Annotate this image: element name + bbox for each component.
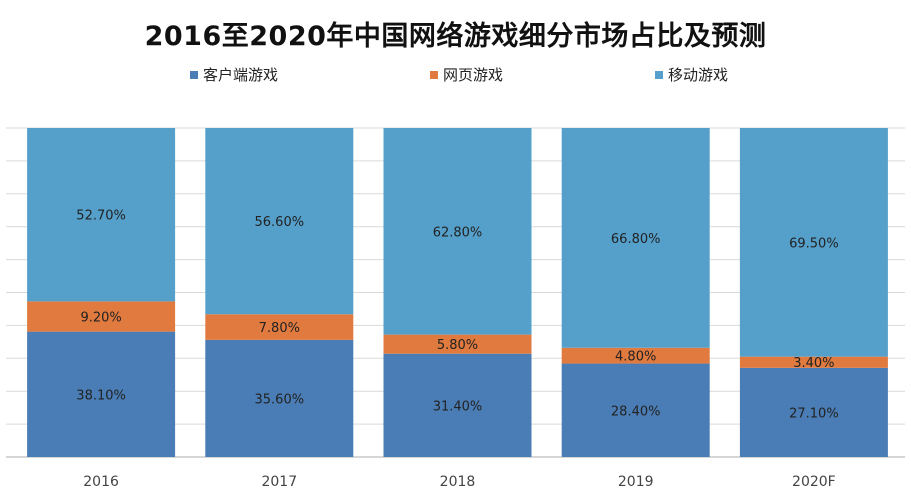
x-tick-label: 2017 [261, 474, 297, 490]
legend-label: 移动游戏 [668, 66, 729, 84]
data-label: 52.70% [76, 209, 126, 224]
data-label: 38.10% [76, 388, 126, 403]
legend-swatch [655, 70, 663, 79]
legend-swatch [430, 70, 438, 79]
chart-title: 2016至2020年中国网络游戏细分市场占比及预测 [144, 21, 767, 52]
x-tick-label: 2016 [83, 474, 119, 490]
bar-client [205, 339, 354, 457]
data-label: 69.50% [789, 236, 839, 251]
legend-item-web-games: 网页游戏 [430, 64, 503, 85]
bar-web [739, 356, 888, 368]
data-label: 3.40% [793, 356, 834, 371]
data-label: 7.80% [259, 321, 300, 336]
bar-client [561, 363, 710, 457]
bar-mobile [739, 128, 888, 357]
bar-mobile [383, 128, 532, 335]
data-label: 27.10% [789, 406, 839, 421]
bar-mobile [561, 128, 710, 348]
legend-swatch [190, 70, 198, 79]
bar-client [739, 367, 888, 457]
data-label: 66.80% [611, 232, 661, 247]
data-label: 56.60% [255, 215, 305, 230]
data-label: 28.40% [611, 404, 661, 419]
bar-mobile [27, 128, 176, 302]
data-label: 35.60% [255, 392, 305, 407]
x-tick-label: 2018 [440, 474, 476, 490]
legend-label: 客户端游戏 [203, 66, 279, 84]
legend-item-client-games: 客户端游戏 [190, 64, 278, 85]
bar-web [383, 334, 532, 354]
data-label: 4.80% [615, 350, 656, 365]
bar-web [205, 314, 354, 340]
bar-web [561, 347, 710, 364]
legend-item-mobile-games: 移动游戏 [655, 64, 728, 85]
bar-web [27, 301, 176, 332]
data-label: 31.40% [433, 399, 483, 414]
legend-label: 网页游戏 [443, 66, 504, 84]
x-tick-label: 2020F [792, 474, 836, 490]
x-tick-label: 2019 [618, 474, 654, 490]
data-label: 62.80% [433, 225, 483, 240]
data-label: 9.20% [80, 311, 121, 326]
bar-mobile [205, 128, 354, 315]
bar-client [27, 331, 176, 457]
data-label: 5.80% [437, 338, 478, 353]
bar-client [383, 353, 532, 457]
